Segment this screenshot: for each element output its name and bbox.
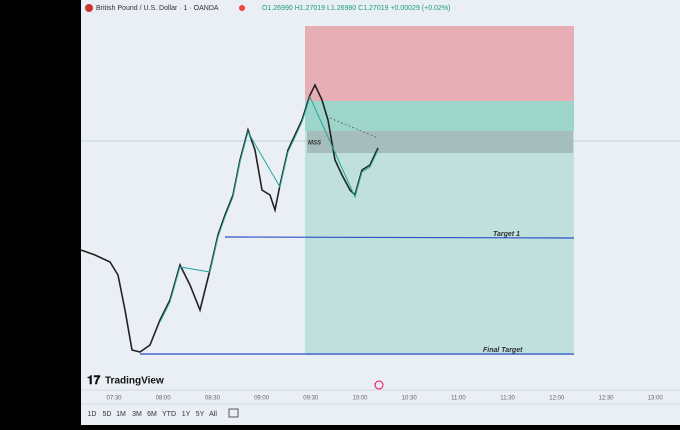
symbol: British Pound / U.S. Dollar · 1 · OANDA xyxy=(96,5,219,12)
status-dot xyxy=(239,5,245,11)
range-button[interactable]: All xyxy=(209,411,217,418)
stop-zone xyxy=(305,26,574,101)
target-zone-top xyxy=(305,101,574,131)
time-label: 13:00 xyxy=(648,396,664,402)
event-icon[interactable] xyxy=(374,380,384,390)
time-label: 11:00 xyxy=(451,396,466,402)
price-line xyxy=(80,83,379,353)
mss-zone xyxy=(307,131,573,153)
ohlc: O1.26990 H1.27019 L1.26980 C1.27019 +0.0… xyxy=(262,5,450,12)
range-button[interactable]: YTD xyxy=(162,411,176,418)
time-label: 11:30 xyxy=(500,396,515,402)
time-label: 09:30 xyxy=(303,396,319,402)
range-button[interactable]: 6M xyxy=(147,411,157,418)
time-label: 07:30 xyxy=(106,396,122,402)
time-label: 10:30 xyxy=(402,396,418,402)
time-label: 09:00 xyxy=(254,396,270,402)
range-button[interactable]: 1Y xyxy=(182,411,191,418)
logo: TradingView xyxy=(105,376,164,387)
time-label: 12:00 xyxy=(549,396,565,402)
time-label: 12:30 xyxy=(598,396,614,402)
date-range-icon[interactable] xyxy=(228,408,239,418)
time-label: 08:30 xyxy=(205,396,221,402)
logo-mark: 𝟏𝟕 xyxy=(87,373,101,387)
target1-label: Target 1 xyxy=(493,231,520,238)
range-button[interactable]: 1M xyxy=(116,411,126,418)
price-line-up xyxy=(159,95,379,323)
range-button[interactable]: 5Y xyxy=(196,411,205,418)
range-button[interactable]: 1D xyxy=(88,411,97,418)
mss-label: MSS xyxy=(308,141,321,147)
target1-line xyxy=(224,236,575,239)
flag-icon xyxy=(85,4,93,12)
time-label: 08:00 xyxy=(156,396,172,402)
dashed-line xyxy=(329,117,379,139)
time-label: 10:00 xyxy=(352,396,368,402)
range-button[interactable]: 3M xyxy=(132,411,142,418)
final-target-label: Final Target xyxy=(483,347,523,354)
range-button[interactable]: 5D xyxy=(103,411,112,418)
header xyxy=(81,0,680,18)
